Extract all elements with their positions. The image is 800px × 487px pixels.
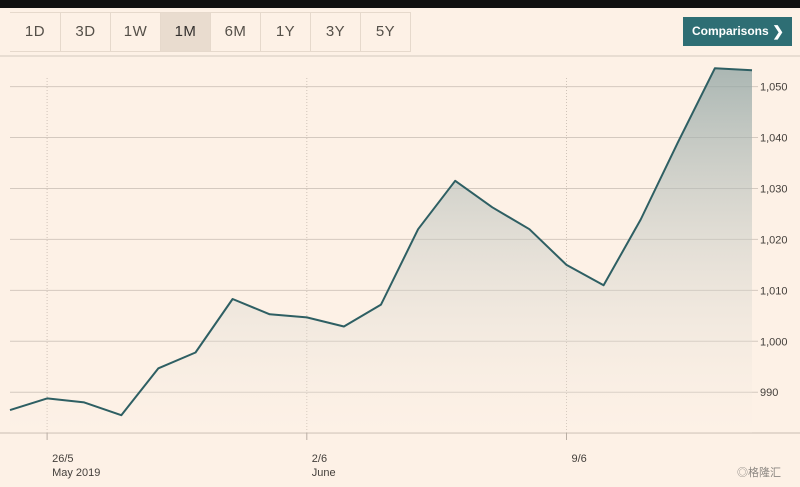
time-range-tabs: 1D 3D 1W 1M 6M 1Y 3Y 5Y [10, 12, 411, 52]
x-tick-sublabel: June [312, 467, 336, 479]
data-point [566, 264, 568, 266]
data-point [232, 298, 234, 300]
data-point [603, 284, 605, 286]
y-tick-label: 1,000 [760, 336, 788, 348]
x-tick-label: 9/6 [572, 453, 587, 465]
tab-3y[interactable]: 3Y [311, 13, 361, 51]
y-tick-label: 1,010 [760, 285, 788, 297]
comparisons-button[interactable]: Comparisons ❯ [683, 17, 792, 46]
comparisons-label: Comparisons [692, 24, 769, 38]
data-point [120, 414, 122, 416]
y-tick-label: 1,050 [760, 82, 788, 94]
x-tick-label: 2/6 [312, 453, 327, 465]
data-point [157, 367, 159, 369]
data-point [491, 206, 493, 208]
data-point [454, 180, 456, 182]
data-point [380, 304, 382, 306]
y-tick-label: 990 [760, 387, 778, 399]
price-line [9, 67, 753, 417]
data-point [714, 67, 716, 69]
data-point [751, 69, 753, 71]
top-bar [0, 0, 800, 8]
data-point [640, 219, 642, 221]
y-tick-label: 1,040 [760, 133, 788, 145]
x-tick-label: 26/5 [52, 453, 73, 465]
line-layer [9, 67, 753, 417]
x-tick-sublabel: May 2019 [52, 467, 100, 479]
data-point [677, 142, 679, 144]
data-point [343, 326, 345, 328]
data-point [417, 228, 419, 230]
data-point [195, 352, 197, 354]
y-axis: 990 1,000 1,010 1,020 1,030 1,040 1,050 [760, 82, 788, 400]
data-point [9, 409, 11, 411]
tab-6m[interactable]: 6M [211, 13, 261, 51]
tab-1w[interactable]: 1W [111, 13, 161, 51]
data-point [528, 228, 530, 230]
tab-1m[interactable]: 1M [161, 13, 211, 51]
data-point [83, 401, 85, 403]
area-fill [10, 68, 752, 433]
tab-1y[interactable]: 1Y [261, 13, 311, 51]
area-layer [10, 68, 752, 433]
y-tick-label: 1,020 [760, 234, 788, 246]
tab-3d[interactable]: 3D [61, 13, 111, 51]
data-point [269, 313, 271, 315]
y-tick-label: 1,030 [760, 183, 788, 195]
tab-1d[interactable]: 1D [10, 13, 61, 51]
chevron-right-icon: ❯ [772, 23, 784, 39]
tab-5y[interactable]: 5Y [361, 13, 411, 51]
data-point [46, 397, 48, 399]
watermark: ◎格隆汇 [737, 467, 781, 479]
data-point [306, 316, 308, 318]
